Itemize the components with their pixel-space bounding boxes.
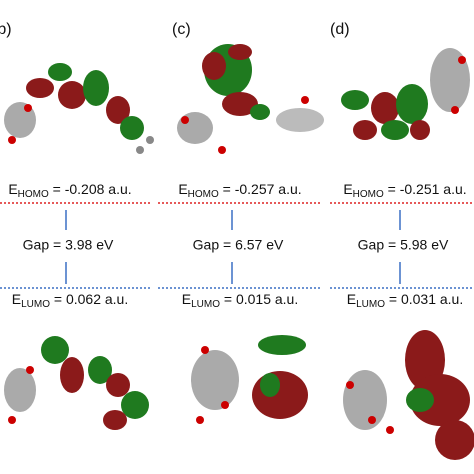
panel-label: (b) — [0, 21, 12, 38]
value: = -0.208 a.u. — [49, 181, 132, 197]
molecule-c-homo — [177, 44, 324, 154]
subscript: HOMO — [353, 189, 384, 200]
lumo-energy: ELUMO = 0.031 a.u. — [347, 291, 463, 310]
symbol: E — [182, 291, 191, 307]
molecule-b-lumo — [4, 336, 149, 430]
panel-label: (c) — [172, 21, 191, 38]
lumo-energy: ELUMO = 0.015 a.u. — [182, 291, 298, 310]
subscript: LUMO — [191, 299, 220, 310]
value: = 0.031 a.u. — [385, 291, 463, 307]
homo-energy: EHOMO = -0.251 a.u. — [343, 181, 466, 200]
gap-label: Gap = 5.98 eV — [358, 237, 449, 253]
value: = 0.015 a.u. — [220, 291, 298, 307]
subscript: LUMO — [356, 299, 385, 310]
molecule-d-lumo — [343, 330, 474, 460]
gap-label: Gap = 3.98 eV — [23, 237, 114, 253]
homo-energy: EHOMO = -0.208 a.u. — [8, 181, 131, 200]
lumo-energy: ELUMO = 0.062 a.u. — [12, 291, 128, 310]
symbol: E — [12, 291, 21, 307]
molecule-b-homo — [4, 63, 154, 154]
homo-energy: EHOMO = -0.257 a.u. — [178, 181, 301, 200]
value: = -0.251 a.u. — [384, 181, 467, 197]
symbol: E — [8, 181, 17, 197]
value: = 0.062 a.u. — [50, 291, 128, 307]
panel-label: (d) — [330, 21, 350, 38]
value: = -0.257 a.u. — [219, 181, 302, 197]
molecule-d-homo — [341, 48, 470, 140]
subscript: LUMO — [21, 299, 50, 310]
symbol: E — [178, 181, 187, 197]
molecule-c-lumo — [191, 335, 308, 424]
gap-label: Gap = 6.57 eV — [193, 237, 284, 253]
symbol: E — [347, 291, 356, 307]
subscript: HOMO — [18, 189, 49, 200]
symbol: E — [343, 181, 352, 197]
subscript: HOMO — [188, 189, 219, 200]
